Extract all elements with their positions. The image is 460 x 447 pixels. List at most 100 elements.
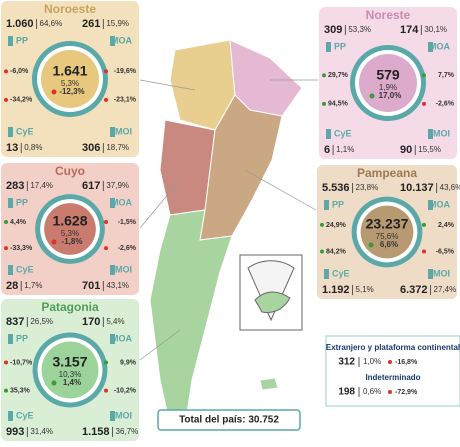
region-name: Noreste (366, 8, 411, 22)
region-name: Patagonia (41, 300, 99, 314)
quadrant-change: -1,5% (118, 219, 137, 226)
quadrant-change: -6,5% (436, 248, 455, 255)
change-dot (104, 360, 108, 365)
quadrant-share: 17,4% (30, 181, 53, 190)
change-dot (388, 390, 392, 394)
map-islands (259, 377, 279, 391)
sector-label: MOI (115, 126, 132, 136)
sector-label: MOI (433, 128, 450, 138)
sector-icon (110, 127, 115, 137)
region-total: 579 (376, 67, 400, 83)
change-dot (320, 249, 324, 254)
other-change: -72,9% (395, 389, 418, 396)
quadrant-change: -6,0% (10, 68, 29, 75)
change-dot (104, 97, 108, 102)
quadrant-change: -19,6% (114, 68, 137, 75)
region-change: 1,4% (63, 378, 81, 387)
region-change: 17,0% (379, 91, 402, 100)
region-total: 1.628 (52, 213, 87, 229)
quadrant-share: 26,5% (30, 317, 53, 326)
change-dot (422, 101, 426, 106)
sector-label: MOI (433, 268, 450, 278)
region-share: 5,3% (61, 79, 79, 88)
region-name: Pampeana (357, 166, 417, 180)
sector-label: CyE (16, 410, 34, 420)
other-value: 198 (338, 387, 355, 398)
quadrant-change: 29,7% (328, 72, 349, 79)
change-dot (4, 69, 8, 74)
quadrant-change: -2,6% (118, 245, 137, 252)
sector-icon (8, 334, 13, 344)
quadrant-change: -10,2% (114, 387, 137, 394)
quadrant-share: 31,4% (30, 427, 53, 436)
quadrant-change: 2,4% (438, 222, 455, 229)
quadrant-value: 10.137 (400, 182, 434, 194)
quadrant-share: 5,4% (106, 317, 124, 326)
sector-icon (110, 36, 115, 46)
connector (244, 169, 317, 211)
sector-icon (428, 42, 433, 52)
change-dot (51, 89, 57, 95)
sector-icon (110, 198, 115, 208)
quadrant-value: 617 (82, 180, 100, 192)
connector (139, 179, 181, 229)
ring-inner (44, 203, 96, 255)
change-dot (4, 246, 8, 251)
map-patagonia (149, 209, 233, 426)
change-dot (322, 73, 326, 78)
quadrant-change: 84,2% (326, 248, 347, 255)
quadrant-share: 43,6% (440, 183, 460, 192)
change-dot (388, 360, 392, 364)
quadrant-share: 1,7% (24, 281, 42, 290)
region-share: 10,3% (59, 370, 82, 379)
other-value: 312 (338, 357, 355, 368)
other-box (325, 335, 460, 407)
quadrant-share: 64,6% (40, 19, 63, 28)
quadrant-change: -34,2% (10, 97, 33, 104)
change-dot (4, 388, 8, 393)
sector-label: PP (334, 41, 346, 51)
quadrant-value: 1.060 (6, 18, 34, 30)
inset-sector (247, 260, 295, 322)
change-dot (368, 242, 374, 248)
quadrant-value: 701 (82, 280, 100, 292)
change-dot (422, 73, 426, 78)
sector-icon (326, 129, 331, 139)
quadrant-share: 18,7% (106, 143, 129, 152)
sector-label: CyE (16, 126, 34, 136)
sector-label: CyE (332, 268, 350, 278)
ring-inner (360, 205, 414, 259)
change-dot (320, 222, 324, 227)
change-dot (104, 246, 108, 251)
quadrant-share: 15,5% (418, 145, 441, 154)
change-dot (104, 220, 108, 225)
map (149, 39, 303, 426)
sector-label: PP (16, 35, 28, 45)
quadrant-value: 6 (324, 144, 330, 156)
sector-label: MOA (111, 197, 132, 207)
sector-icon (8, 411, 13, 421)
quadrant-change: 9,9% (120, 359, 137, 366)
connectors (139, 79, 318, 361)
change-dot (422, 222, 426, 227)
total-box (157, 409, 301, 431)
inset-land (254, 291, 291, 313)
sector-label: CyE (16, 264, 34, 274)
region-change: -12,3% (59, 87, 84, 96)
quadrant-share: 23,8% (356, 183, 379, 192)
sector-label: MOI (115, 264, 132, 274)
quadrant-value: 309 (324, 24, 342, 36)
quadrant-value: 261 (82, 18, 100, 30)
quadrant-share: 27,4% (434, 285, 457, 294)
sector-label: MOA (111, 333, 132, 343)
quadrant-value: 1.192 (322, 284, 350, 296)
quadrant-value: 13 (6, 142, 18, 154)
quadrant-share: 43,1% (106, 281, 129, 290)
quadrant-change: -33,3% (10, 245, 33, 252)
quadrant-share: 30,1% (424, 25, 447, 34)
quadrant-share: 37,9% (106, 181, 129, 190)
quadrant-value: 5.536 (322, 182, 350, 194)
change-dot (4, 220, 8, 225)
region-total: 1.641 (52, 63, 87, 79)
